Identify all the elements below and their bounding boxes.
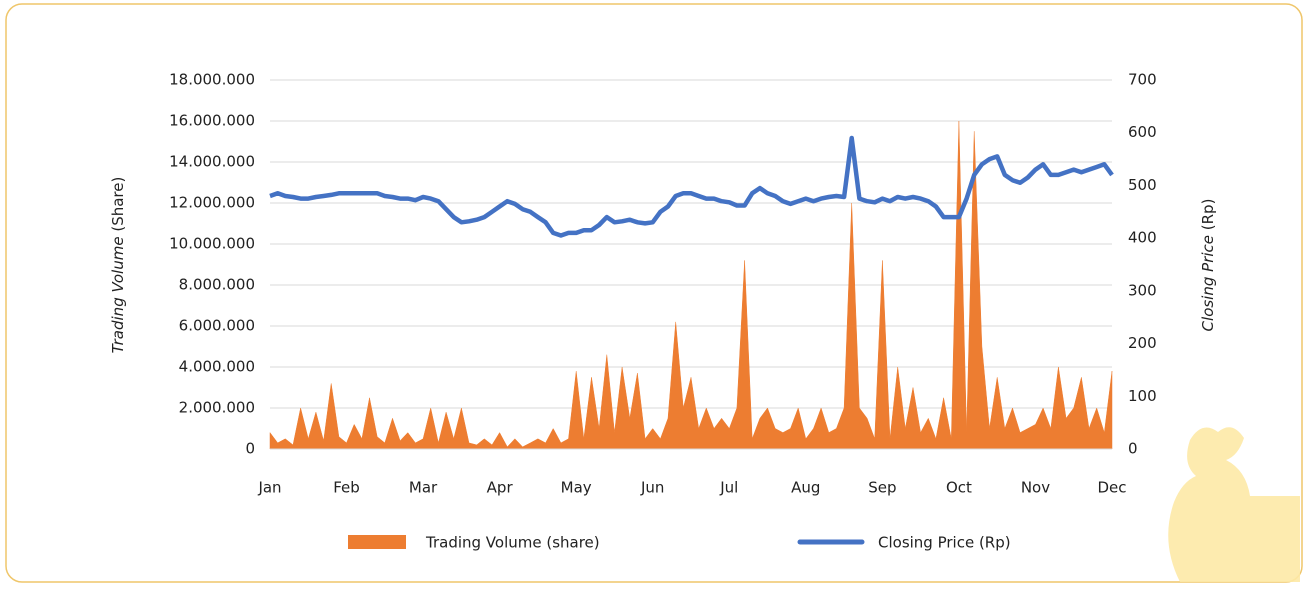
y-tick-label: 16.000.000 [169,112,255,130]
y2-label-rest: (Rp) [1199,199,1217,231]
x-tick-label: Oct [946,479,972,497]
y-axis-label: Trading Volume (Share) [109,177,127,354]
decor-icon [1168,427,1300,582]
y-tick-label: 6.000.000 [179,317,255,335]
y-tick-label: 2.000.000 [179,399,255,417]
x-tick-label: Aug [791,479,820,497]
x-tick-label: Sep [868,479,896,497]
y-tick-label: 14.000.000 [169,153,255,171]
y2-tick-label: 300 [1128,281,1157,299]
x-tick-label: Dec [1097,479,1126,497]
y2-label-italic: Closing Price [1199,235,1217,331]
y2-tick-label: 0 [1128,440,1138,458]
y2-tick-label: 100 [1128,387,1157,405]
x-tick-label: Apr [487,479,514,497]
y2-tick-label: 400 [1128,229,1157,247]
x-tick-label: Feb [333,479,360,497]
volume-area [269,120,1113,450]
y-tick-label: 8.000.000 [179,276,255,294]
y-tick-label: 18.000.000 [169,71,255,89]
x-tick-label: Jan [257,479,281,497]
legend-label: Trading Volume (share) [425,534,600,552]
legend-label: Closing Price (Rp) [878,534,1011,552]
y2-tick-label: 200 [1128,334,1157,352]
y-tick-label: 4.000.000 [179,358,255,376]
y2-axis-label: Closing Price (Rp) [1199,199,1217,332]
y2-tick-label: 600 [1128,123,1157,141]
price-line [269,135,1114,238]
x-tick-label: Jul [719,479,738,497]
x-tick-label: Jun [640,479,664,497]
y-tick-label: 12.000.000 [169,194,255,212]
x-tick-label: Mar [409,479,438,497]
y-tick-label: 10.000.000 [169,235,255,253]
y-tick-label: 0 [245,440,255,458]
y2-tick-label: 500 [1128,176,1157,194]
y2-tick-label: 700 [1128,71,1157,89]
legend-swatch [348,535,406,549]
y-label-italic: Trading Volume [109,236,127,353]
x-tick-label: May [561,479,592,497]
y-label-rest: (Share) [109,177,127,232]
x-tick-label: Nov [1021,479,1050,497]
